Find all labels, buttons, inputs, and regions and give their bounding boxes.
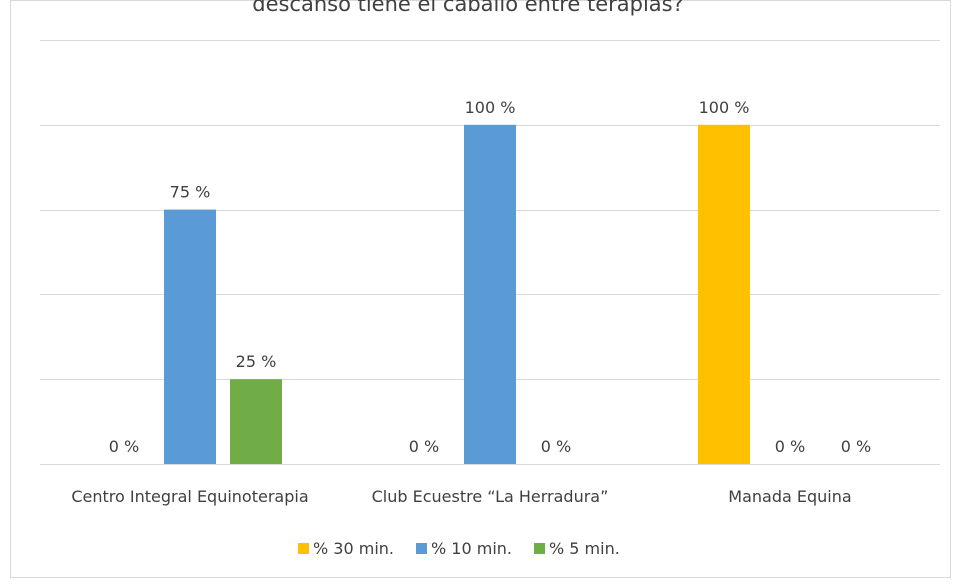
bars [164,124,750,465]
legend-label: % 5 min. [549,539,620,558]
data-label: 0 % [409,437,439,456]
data-label: 25 % [236,352,277,371]
bar [464,124,516,465]
data-label: 75 % [170,183,211,202]
data-label: 0 % [541,437,571,456]
bar [230,379,282,464]
category-label: Manada Equina [728,487,851,506]
category-label: Club Ecuestre “La Herradura” [372,487,609,506]
data-label: 100 % [699,98,750,117]
legend-swatch [416,543,427,554]
data-label: 0 % [775,437,805,456]
legend-label: % 10 min. [431,539,512,558]
chart-title: descanso tiene el caballo entre terapias… [252,0,684,16]
legend: % 30 min. % 10 min. % 5 min. [298,539,620,558]
data-labels: 0 % 75 % 25 % 0 % 100 % 0 % 100 % 0 % 0 % [109,98,871,456]
data-label: 0 % [109,437,139,456]
bar [164,209,216,464]
legend-label: % 30 min. [313,539,394,558]
legend-swatch [298,543,309,554]
legend-swatch [534,543,545,554]
bar [698,124,750,465]
category-labels: Centro Integral Equinoterapia Club Ecuest… [71,487,851,506]
data-label: 100 % [465,98,516,117]
category-label: Centro Integral Equinoterapia [71,487,308,506]
data-label: 0 % [841,437,871,456]
